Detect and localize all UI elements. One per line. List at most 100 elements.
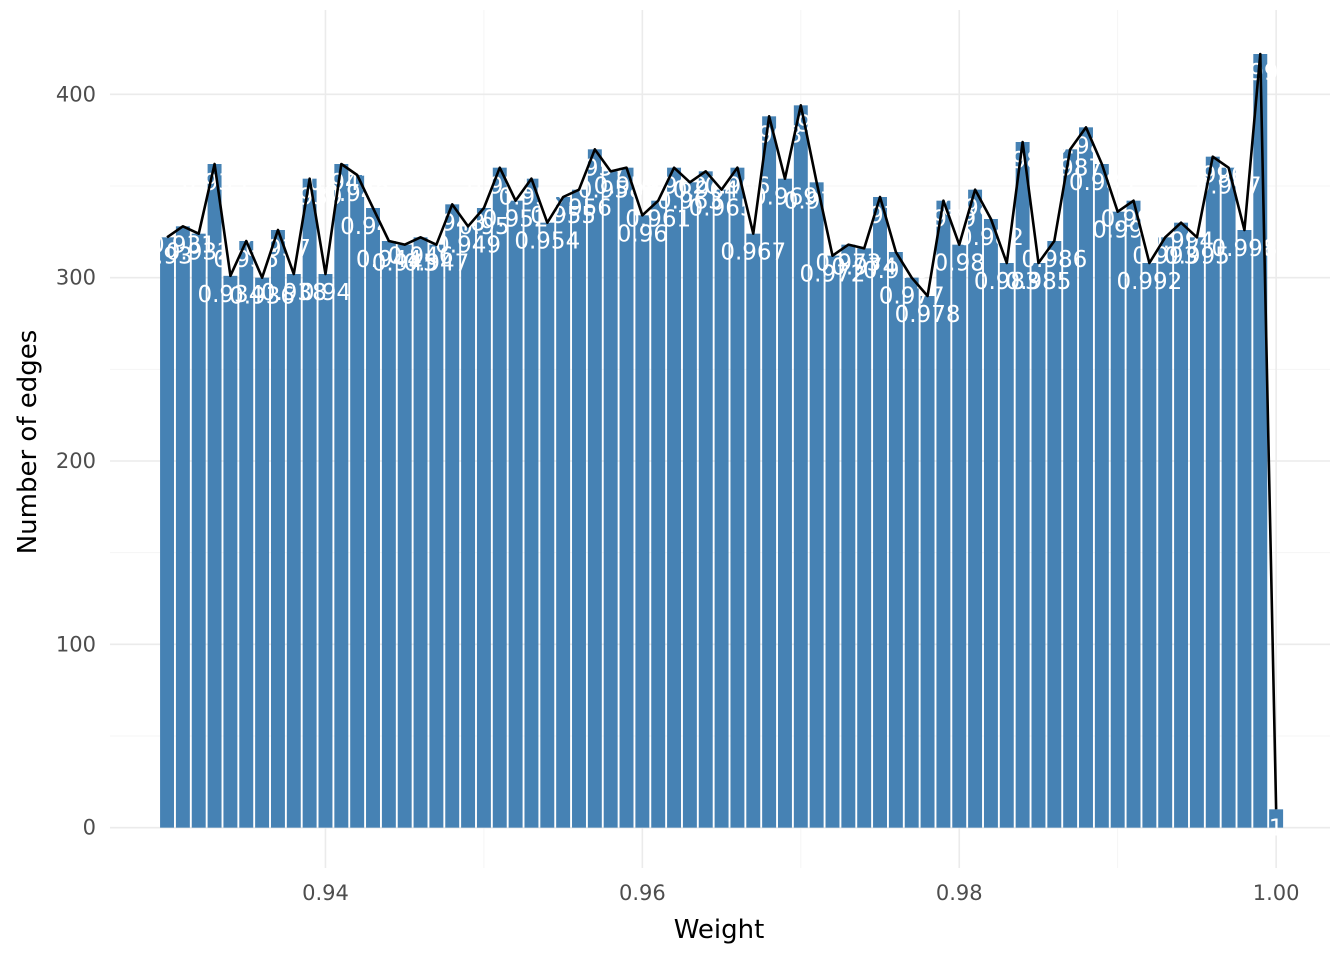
- bar: [191, 233, 206, 828]
- bar: [952, 244, 967, 828]
- bar-label: 0.938: [261, 280, 327, 306]
- bar-label: 0.977: [879, 284, 945, 310]
- x-tick-label: 1.00: [1253, 881, 1300, 905]
- bar-label: 0.995: [1164, 243, 1230, 269]
- bar-label: 0.998: [1212, 236, 1278, 262]
- bar-label: 0.93: [141, 243, 192, 269]
- y-tick-label: 100: [56, 632, 96, 656]
- bar: [540, 222, 555, 828]
- bar: [983, 219, 998, 828]
- x-tick-label: 0.96: [619, 881, 666, 905]
- bar-label: 0.96: [617, 221, 668, 247]
- bar-label: 0.934: [197, 282, 263, 308]
- bar: [223, 275, 238, 828]
- y-tick-label: 300: [56, 266, 96, 290]
- bar-label: 0.951: [467, 174, 533, 200]
- bar: [366, 208, 380, 828]
- bar: [1094, 164, 1109, 828]
- bar-label: 0.985: [1006, 269, 1072, 295]
- bar: [1253, 54, 1268, 828]
- bar-label: 0.982: [958, 225, 1024, 251]
- bar: [175, 226, 190, 828]
- x-tick-label: 0.98: [936, 881, 983, 905]
- bar: [682, 182, 697, 828]
- bar: [1015, 142, 1030, 828]
- bar-label: 0.942: [324, 181, 390, 207]
- bar: [160, 237, 175, 828]
- bar: [350, 175, 365, 828]
- bar-label: 0.992: [1116, 269, 1182, 295]
- bar-label: 0.943: [340, 214, 406, 240]
- bar-label: 0.97: [775, 111, 826, 137]
- bar-label: 0.984: [990, 148, 1056, 174]
- bar-label: 0.949: [435, 232, 501, 258]
- bar: [413, 237, 428, 828]
- bar-label: 0.989: [1069, 170, 1135, 196]
- bar-label: 0.95: [458, 214, 509, 240]
- bar-label: 0.987: [1037, 155, 1103, 181]
- bar: [492, 167, 507, 828]
- bar: [1047, 241, 1062, 828]
- bar-label: 0.932: [166, 240, 232, 266]
- bar: [1205, 156, 1220, 828]
- bar: [476, 208, 491, 828]
- bar: [1158, 237, 1173, 828]
- bar-label: 0.945: [372, 251, 438, 277]
- bar: [904, 277, 919, 828]
- bar-label: 0.958: [578, 177, 644, 203]
- bar-label: 0.931: [150, 232, 216, 258]
- bar: [888, 252, 903, 828]
- bar-label: 0.933: [182, 170, 248, 196]
- bar-label: 0.946: [388, 243, 454, 269]
- bar: [1189, 237, 1204, 828]
- bar-label: 0.976: [863, 258, 929, 284]
- bar-label: 0.98: [934, 251, 985, 277]
- bar: [698, 171, 713, 828]
- bar: [746, 233, 761, 828]
- y-axis-tick-labels: 0 100 200 300 400: [56, 82, 96, 839]
- bar: [793, 105, 808, 828]
- bar-label: 0.993: [1132, 243, 1198, 269]
- bar: [777, 178, 792, 828]
- bar-label: 0.99: [1092, 218, 1143, 244]
- bar: [429, 244, 444, 828]
- bar: [999, 263, 1014, 828]
- x-axis-tick-labels: 0.94 0.96 0.98 1.00: [302, 881, 1299, 905]
- bar: [825, 255, 840, 828]
- bar-label: 0.971: [784, 188, 850, 214]
- bar-label: 0.947: [403, 251, 469, 277]
- bar: [207, 164, 222, 828]
- bar: [397, 244, 412, 828]
- bar: [508, 200, 523, 828]
- bar: [318, 274, 333, 828]
- bar: [445, 204, 460, 828]
- bar: [809, 182, 824, 828]
- bar-label: 0.991: [1101, 207, 1167, 233]
- y-axis-title: Number of edges: [13, 330, 43, 555]
- bar: [619, 167, 634, 828]
- bar: [1237, 230, 1252, 828]
- bar: [857, 248, 872, 828]
- bar-label: 0.965: [689, 196, 755, 222]
- bar-label: 0.967: [720, 240, 786, 266]
- bars: [160, 54, 1284, 828]
- bar-label: 0.969: [752, 185, 818, 211]
- y-tick-label: 400: [56, 82, 96, 106]
- bar: [1221, 167, 1236, 828]
- bar: [572, 189, 586, 828]
- bar-labels: 0.930.9310.9320.9330.9340.9350.9360.9370…: [141, 60, 1293, 841]
- bar: [1174, 222, 1189, 828]
- bar: [381, 241, 396, 828]
- bar: [461, 226, 476, 828]
- bar-label: 0.978: [895, 302, 961, 328]
- bar-label: 0.936: [229, 284, 295, 310]
- bar: [302, 178, 317, 828]
- bar: [587, 149, 602, 828]
- bar: [286, 274, 301, 828]
- bar-label: 0.988: [1053, 133, 1119, 159]
- bar: [635, 215, 650, 828]
- bar-label: 0.944: [356, 247, 422, 273]
- bar: [556, 197, 571, 828]
- bar-label: 0.957: [562, 155, 628, 181]
